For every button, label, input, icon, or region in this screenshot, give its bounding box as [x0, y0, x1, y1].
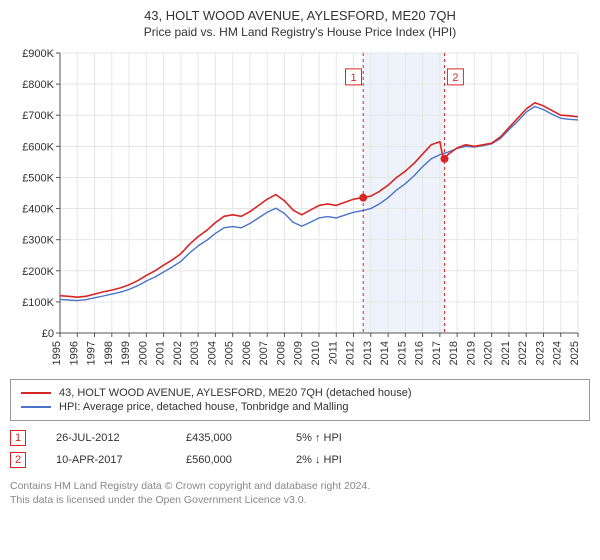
legend-swatch: [21, 392, 51, 394]
page-subtitle: Price paid vs. HM Land Registry's House …: [10, 25, 590, 39]
footer-line: This data is licensed under the Open Gov…: [10, 493, 590, 507]
svg-text:2009: 2009: [293, 341, 305, 365]
svg-text:1997: 1997: [86, 341, 98, 365]
svg-text:2000: 2000: [137, 341, 149, 365]
svg-text:2021: 2021: [500, 341, 512, 365]
chart-canvas: £0 £100K £200K £300K £400K £500K £600K £700K £80…: [10, 45, 590, 375]
svg-text:2018: 2018: [448, 341, 460, 365]
svg-text:£900K: £900K: [22, 48, 54, 60]
svg-text:2007: 2007: [258, 341, 270, 365]
chart-legend: 43, HOLT WOOD AVENUE, AYLESFORD, ME20 7Q…: [10, 379, 590, 421]
svg-text:£400K: £400K: [22, 204, 54, 216]
svg-text:2004: 2004: [206, 341, 218, 365]
svg-text:2022: 2022: [517, 341, 529, 365]
legend-swatch: [21, 406, 51, 408]
svg-text:2003: 2003: [189, 341, 201, 365]
page-title: 43, HOLT WOOD AVENUE, AYLESFORD, ME20 7Q…: [10, 8, 590, 23]
legend-label: HPI: Average price, detached house, Tonb…: [59, 401, 348, 413]
svg-text:2017: 2017: [431, 341, 443, 365]
marker-row: 2 10-APR-2017 £560,000 2% ↓ HPI: [10, 449, 590, 471]
svg-text:2002: 2002: [172, 341, 184, 365]
svg-text:2025: 2025: [569, 341, 581, 365]
svg-text:1996: 1996: [68, 341, 80, 365]
marker-date: 10-APR-2017: [56, 454, 156, 466]
svg-text:2023: 2023: [534, 341, 546, 365]
svg-text:£600K: £600K: [22, 141, 54, 153]
svg-text:2011: 2011: [327, 341, 339, 365]
svg-text:£0: £0: [42, 328, 54, 340]
marker-delta: 5% ↑ HPI: [296, 432, 376, 444]
svg-text:£300K: £300K: [22, 235, 54, 247]
svg-text:2015: 2015: [396, 341, 408, 365]
svg-text:£100K: £100K: [22, 297, 54, 309]
marker-price: £435,000: [186, 432, 266, 444]
svg-text:1: 1: [350, 72, 356, 84]
svg-text:2012: 2012: [345, 341, 357, 365]
marker-price: £560,000: [186, 454, 266, 466]
svg-text:2020: 2020: [483, 341, 495, 365]
svg-text:2013: 2013: [362, 341, 374, 365]
legend-label: 43, HOLT WOOD AVENUE, AYLESFORD, ME20 7Q…: [59, 387, 412, 399]
svg-text:2010: 2010: [310, 341, 322, 365]
marker-table: 1 26-JUL-2012 £435,000 5% ↑ HPI 2 10-APR…: [10, 427, 590, 471]
marker-badge: 1: [10, 430, 26, 446]
svg-text:1995: 1995: [51, 341, 63, 365]
svg-text:1999: 1999: [120, 341, 132, 365]
footer-line: Contains HM Land Registry data © Crown c…: [10, 479, 590, 493]
marker-badge: 2: [10, 452, 26, 468]
svg-text:2014: 2014: [379, 341, 391, 365]
svg-text:1998: 1998: [103, 341, 115, 365]
svg-text:2: 2: [452, 72, 458, 84]
svg-text:2016: 2016: [414, 341, 426, 365]
footer-note: Contains HM Land Registry data © Crown c…: [10, 479, 590, 507]
price-chart: £0 £100K £200K £300K £400K £500K £600K £700K £80…: [10, 45, 590, 375]
legend-item: HPI: Average price, detached house, Tonb…: [21, 400, 579, 414]
marker-delta: 2% ↓ HPI: [296, 454, 376, 466]
marker-date: 26-JUL-2012: [56, 432, 156, 444]
svg-text:2005: 2005: [224, 341, 236, 365]
svg-text:2008: 2008: [275, 341, 287, 365]
svg-text:£700K: £700K: [22, 110, 54, 122]
marker-row: 1 26-JUL-2012 £435,000 5% ↑ HPI: [10, 427, 590, 449]
svg-text:£800K: £800K: [22, 79, 54, 91]
legend-item: 43, HOLT WOOD AVENUE, AYLESFORD, ME20 7Q…: [21, 386, 579, 400]
svg-text:£500K: £500K: [22, 172, 54, 184]
svg-text:2006: 2006: [241, 341, 253, 365]
svg-text:2001: 2001: [155, 341, 167, 365]
svg-text:£200K: £200K: [22, 266, 54, 278]
svg-text:2024: 2024: [552, 341, 564, 365]
svg-text:2019: 2019: [465, 341, 477, 365]
